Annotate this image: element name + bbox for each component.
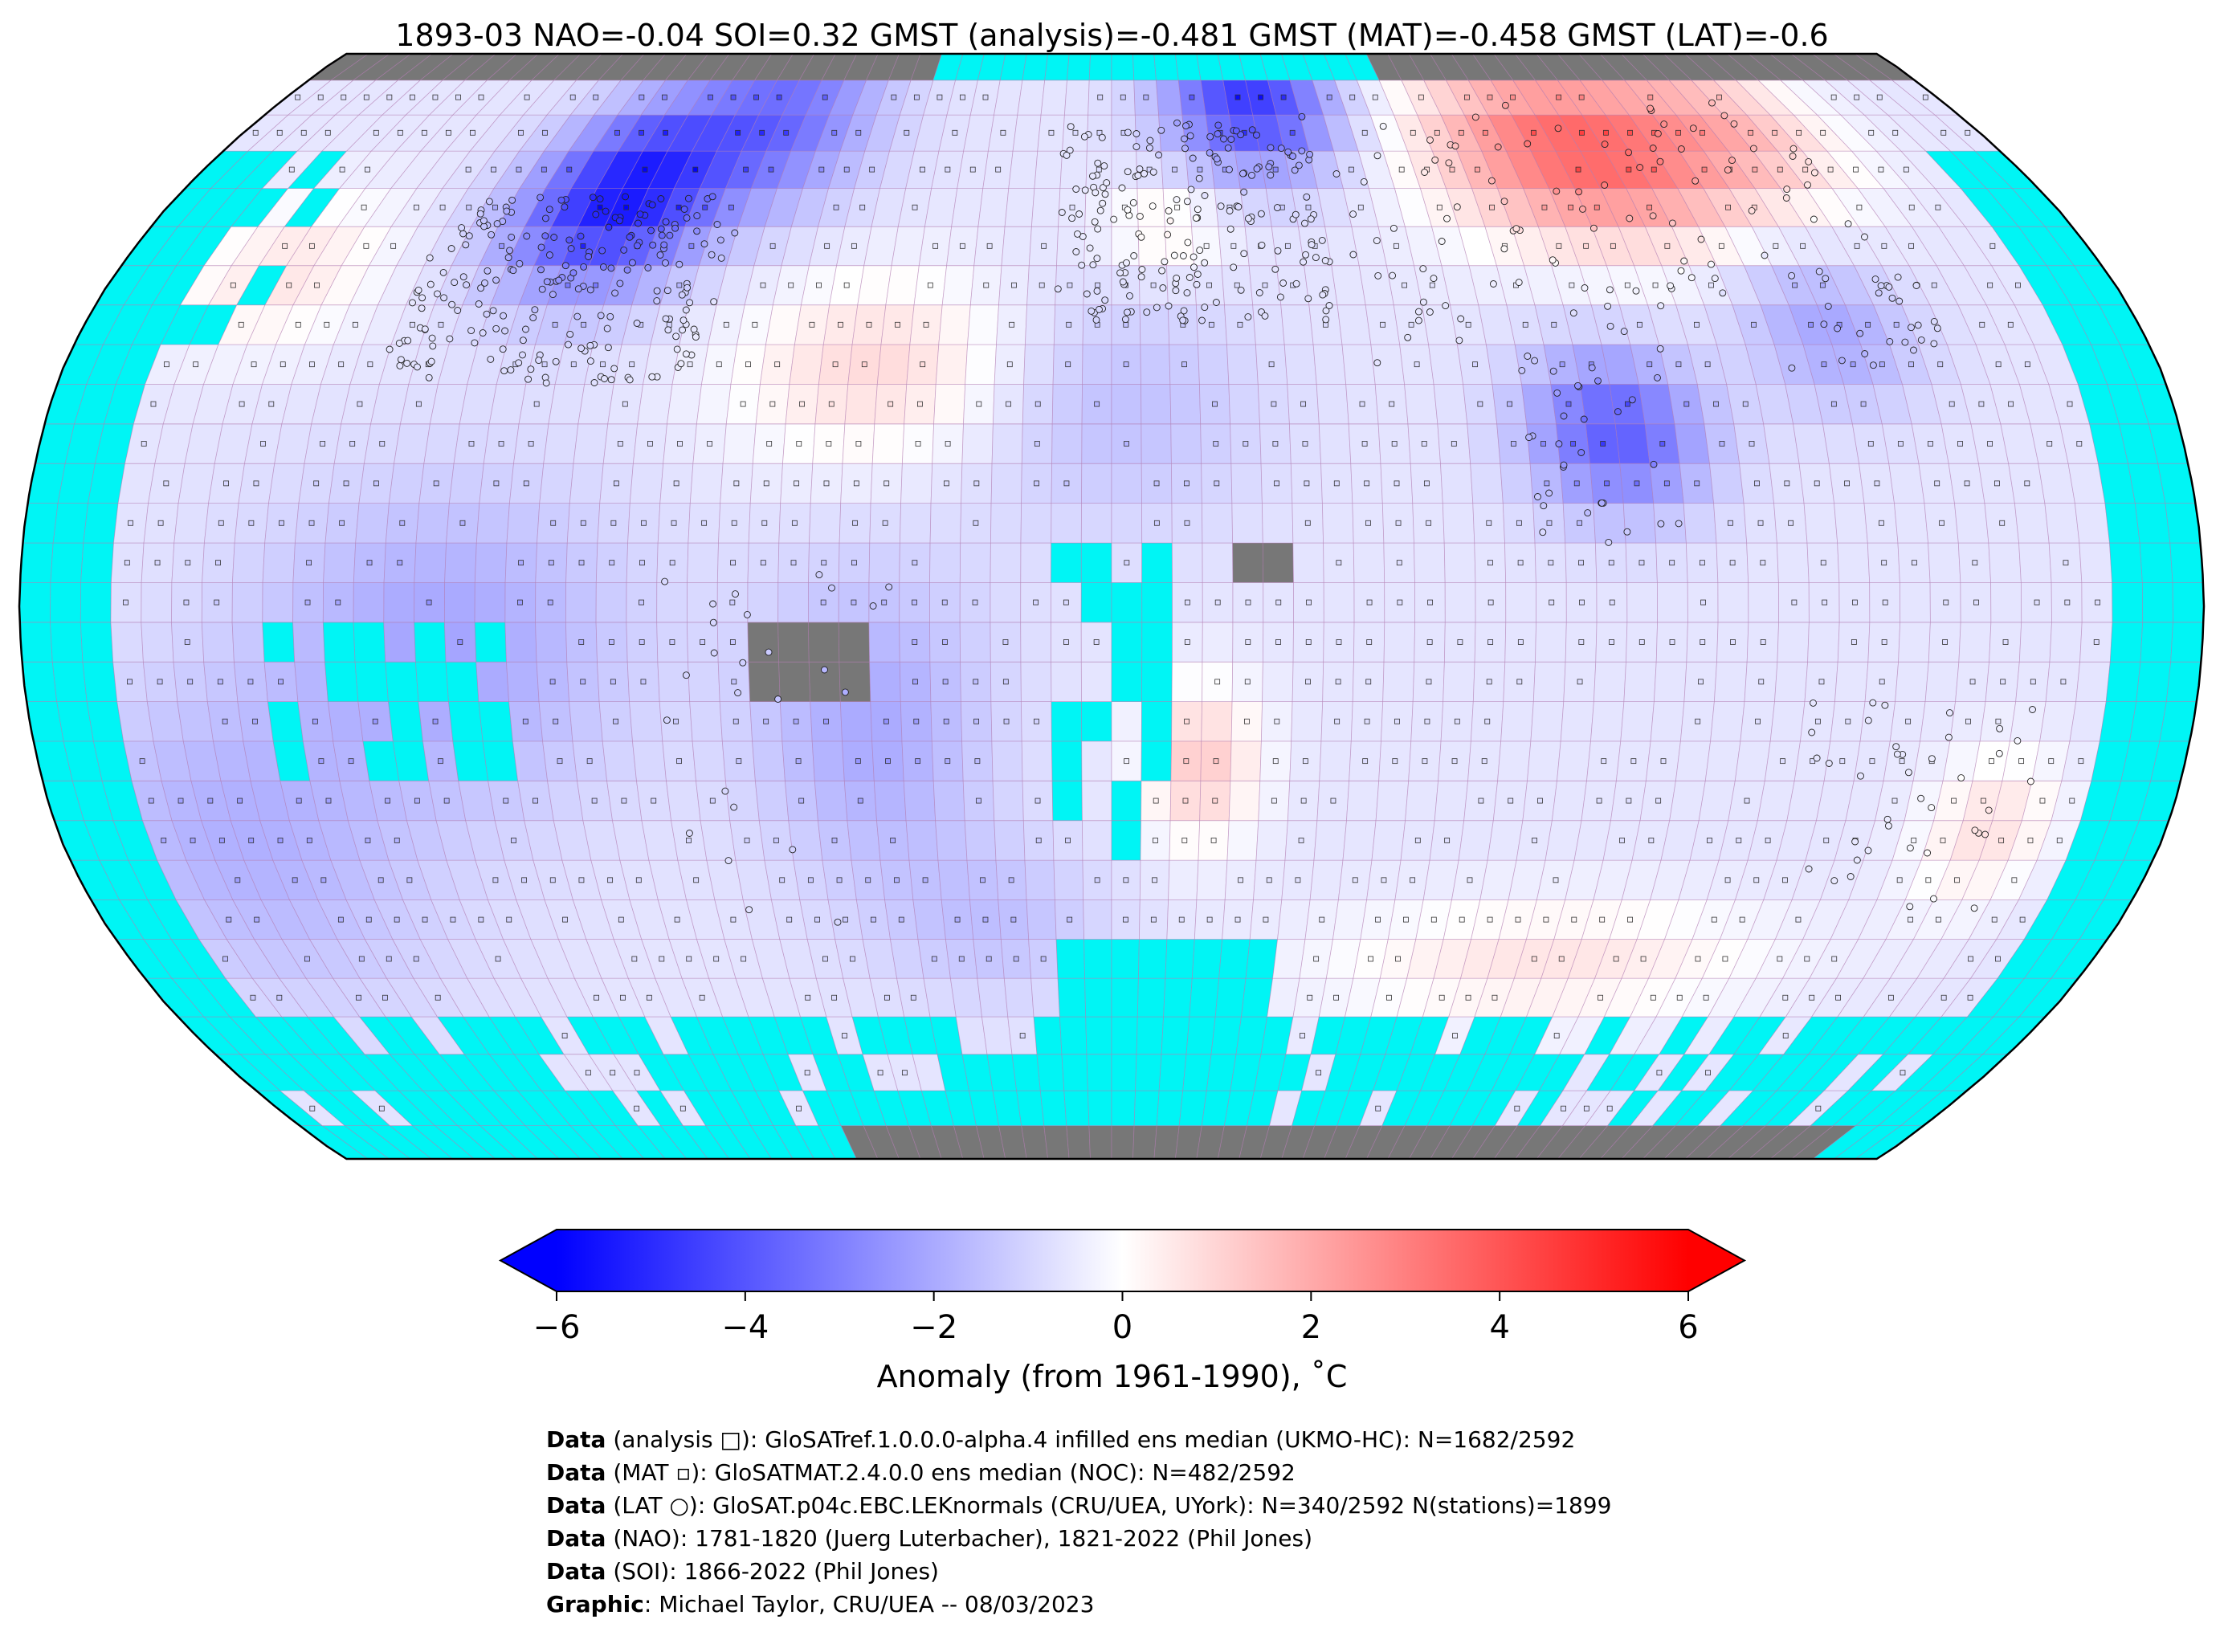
credit-line-mat: Data (MAT ▫): GloSATMAT.2.4.0.0 ens medi… <box>546 1459 1296 1486</box>
colorbar-tick-label: −4 <box>721 1309 769 1346</box>
colorbar-tick-label: 6 <box>1678 1309 1698 1346</box>
world-map <box>18 52 2206 1160</box>
colorbar-tick-label: −6 <box>533 1309 581 1346</box>
credit-line-lat: Data (LAT ○): GloSAT.p04c.EBC.LEKnormals… <box>546 1492 1612 1519</box>
credit-line-analysis: Data (analysis □): GloSATref.1.0.0.0-alp… <box>546 1426 1576 1453</box>
data-credits: Data (analysis □): GloSATref.1.0.0.0-alp… <box>546 1423 1611 1621</box>
colorbar-label: Anomaly (from 1961-1990), ˚C <box>876 1359 1348 1394</box>
colorbar-gradient <box>557 1230 1688 1291</box>
credit-line-soi: Data (SOI): 1866-2022 (Phil Jones) <box>546 1558 939 1585</box>
colorbar-tick-label: 4 <box>1489 1309 1509 1346</box>
colorbar-extend-low <box>500 1230 557 1291</box>
colorbar: −6 −4 −2 0 2 4 6 <box>498 1229 1747 1346</box>
chart-title: 1893-03 NAO=-0.04 SOI=0.32 GMST (analysi… <box>395 18 1829 53</box>
credit-line-graphic: Graphic: Michael Taylor, CRU/UEA -- 08/0… <box>546 1591 1095 1617</box>
credit-line-nao: Data (NAO): 1781-1820 (Juerg Luterbacher… <box>546 1525 1313 1552</box>
colorbar-tick-label: 0 <box>1112 1309 1132 1346</box>
colorbar-extend-high <box>1688 1230 1745 1291</box>
colorbar-tick-label: 2 <box>1301 1309 1321 1346</box>
colorbar-tick-label: −2 <box>910 1309 957 1346</box>
